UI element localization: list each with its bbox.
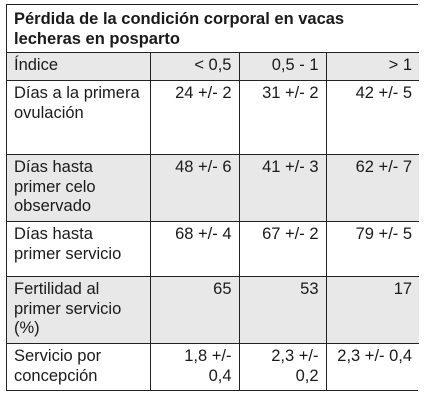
row-label: Días hasta primer celo observado	[7, 154, 151, 222]
cell-value: 67 +/- 2	[238, 221, 327, 277]
header-label: Índice	[7, 52, 151, 81]
cell-value: 65	[149, 276, 240, 344]
table-row: Días a la primera ovulación 24 +/- 2 31 …	[7, 80, 420, 155]
cell-value: 24 +/- 2	[149, 80, 240, 155]
cell-value: 42 +/- 5	[325, 80, 420, 155]
cell-value: 1,8 +/- 0,4	[149, 343, 240, 390]
cell-value: 31 +/- 2	[238, 80, 327, 155]
row-label: Fertilidad al primer servicio (%)	[7, 276, 151, 344]
table-row: Fertilidad al primer servicio (%) 65 53 …	[7, 276, 420, 344]
table-title: Pérdida de la condición corporal en vaca…	[7, 5, 420, 53]
table-row: Días hasta primer celo observado 48 +/- …	[7, 154, 420, 222]
header-col-1: < 0,5	[149, 52, 240, 81]
header-col-3: > 1	[325, 52, 420, 81]
cell-value: 2,3 +/- 0,2	[238, 343, 327, 390]
cell-value: 2,3 +/- 0,4	[325, 343, 420, 390]
header-row: Índice < 0,5 0,5 - 1 > 1	[7, 52, 420, 81]
row-label: Días a la primera ovulación	[7, 80, 151, 155]
table-row: Días hasta primer servicio 68 +/- 4 67 +…	[7, 221, 420, 277]
cell-value: 53	[238, 276, 327, 344]
header-col-2: 0,5 - 1	[238, 52, 327, 81]
row-label: Días hasta primer servicio	[7, 221, 151, 277]
cell-value: 17	[325, 276, 420, 344]
title-row: Pérdida de la condición corporal en vaca…	[7, 5, 420, 53]
condition-loss-table: Pérdida de la condición corporal en vaca…	[7, 5, 420, 390]
cell-value: 62 +/- 7	[325, 154, 420, 222]
cell-value: 48 +/- 6	[149, 154, 240, 222]
table-row: Servicio por concepción 1,8 +/- 0,4 2,3 …	[7, 343, 420, 390]
cell-value: 41 +/- 3	[238, 154, 327, 222]
cell-value: 68 +/- 4	[149, 221, 240, 277]
cell-value: 79 +/- 5	[325, 221, 420, 277]
data-table: Pérdida de la condición corporal en vaca…	[6, 4, 420, 391]
row-label: Servicio por concepción	[7, 343, 151, 390]
